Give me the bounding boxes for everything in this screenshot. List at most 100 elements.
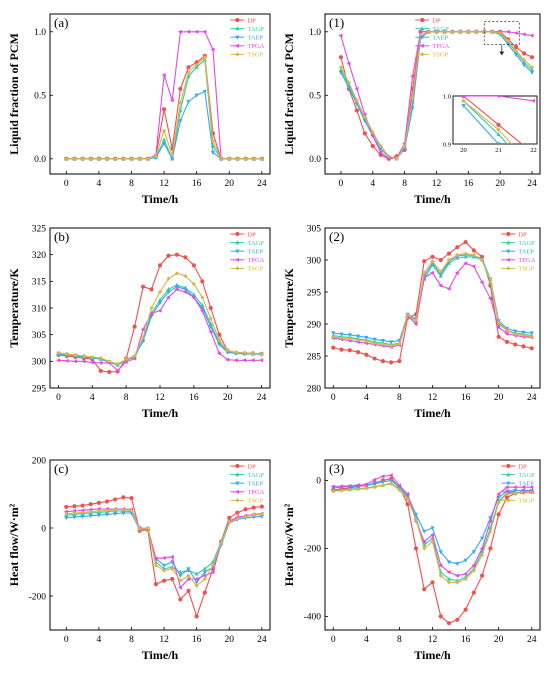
data-point-TPGA [140, 327, 145, 332]
y-tick-label: -200 [29, 592, 47, 602]
data-point-DP [217, 332, 222, 337]
legend-label: TAGP [247, 240, 264, 247]
data-point-DP [107, 369, 112, 375]
x-tick-label: 20 [494, 635, 504, 645]
data-point-DP [362, 131, 367, 136]
y-tick-label: 0.0 [309, 155, 321, 165]
legend-label: TAEP [247, 35, 263, 42]
legend-marker [235, 266, 240, 271]
x-axis-title: Time/h [142, 648, 179, 662]
data-point-DP [521, 51, 527, 56]
data-point-TPGA [421, 539, 426, 544]
data-point-DP [504, 339, 510, 345]
legend-label: DP [518, 231, 527, 238]
data-point-TAEP [463, 558, 468, 563]
panel-4: (c) 0 4 8 12 16 20 24 -200 0 200 Time/h Heat flow/W·… [7, 456, 271, 662]
data-point-TPGA [174, 287, 179, 292]
data-point-DP [243, 507, 248, 512]
data-point-TSGP [113, 507, 118, 512]
data-point-TAEP [521, 63, 527, 68]
data-point-TAEP [413, 512, 419, 517]
data-point-DP [355, 350, 361, 355]
data-point-DP [347, 348, 352, 353]
data-point-DP [235, 510, 240, 515]
data-point-TPGA [194, 576, 199, 582]
series-TPGA [63, 506, 264, 590]
data-point-TSGP [402, 143, 407, 149]
data-point-TPGA [81, 359, 86, 364]
data-point-TSGP [463, 251, 468, 256]
series-DP [331, 476, 534, 626]
data-point-TSGP [64, 156, 69, 161]
data-point-TSGP [362, 114, 367, 119]
panel-label: (c) [54, 461, 68, 476]
legend-label: TSGP [247, 52, 263, 59]
x-axis-title: Time/h [414, 648, 451, 662]
data-point-TAEP [339, 332, 344, 337]
data-point-DP [186, 588, 191, 594]
legend-label: DP [432, 17, 441, 24]
data-point-TPGA [210, 570, 215, 575]
data-point-TPGA [182, 289, 187, 295]
data-point-TAEP [217, 342, 222, 347]
legend-marker [235, 240, 240, 245]
series-line-TSGP [333, 253, 532, 347]
data-point-TSGP [235, 516, 240, 521]
x-tick-label: 0 [331, 393, 336, 403]
data-point-TSGP [64, 351, 70, 356]
inset-point-TSGP [496, 127, 501, 132]
legend-marker [420, 35, 425, 40]
data-point-TPGA [479, 280, 484, 285]
legend-marker [235, 463, 240, 469]
series-line-TPGA [333, 262, 532, 348]
x-tick-label: 8 [397, 393, 402, 403]
x-tick-label: 20 [494, 393, 504, 403]
data-point-TSGP [430, 539, 435, 544]
data-point-TAEP [88, 514, 93, 519]
y-axis-title: Temperature/K [7, 268, 21, 348]
legend-label: TSGP [432, 52, 448, 59]
panel-label: (b) [54, 229, 69, 244]
inset-x-tick-label: 22 [530, 147, 537, 154]
legend-marker [235, 489, 239, 494]
data-point-TPGA [496, 491, 501, 497]
y-tick-label: 0.0 [34, 155, 46, 165]
data-point-TAEP [251, 515, 256, 520]
data-point-TSGP [426, 29, 431, 34]
data-point-DP [455, 245, 460, 250]
y-tick-label: 280 [307, 384, 322, 394]
data-point-TPGA [430, 270, 435, 275]
data-point-TPGA [194, 29, 199, 34]
x-axis-title: Time/h [414, 192, 451, 206]
data-point-TSGP [504, 328, 510, 333]
data-point-TAEP [202, 89, 207, 94]
data-point-TSGP [234, 350, 239, 355]
legend-label: TPGA [247, 489, 264, 496]
series-TAEP [56, 285, 264, 367]
data-point-DP [161, 578, 167, 583]
y-tick-label: 290 [307, 320, 322, 330]
data-point-TAGP [194, 64, 199, 69]
data-point-DP [191, 263, 196, 268]
legend-label: TSGP [247, 498, 263, 505]
legend-label: TAGP [247, 26, 264, 33]
inset-series-line-TPGA [463, 96, 534, 102]
data-point-TSGP [121, 156, 126, 161]
data-point-TPGA [504, 485, 509, 490]
x-tick-label: 12 [155, 393, 165, 403]
data-point-TSGP [413, 318, 419, 323]
x-tick-label: 0 [64, 635, 69, 645]
inset-point-TPGA [461, 96, 466, 99]
data-point-DP [480, 573, 485, 578]
data-point-TSGP [397, 487, 402, 493]
data-point-DP [331, 345, 336, 350]
data-point-TPGA [521, 485, 526, 490]
data-point-TPGA [346, 61, 351, 66]
data-point-DP [174, 252, 180, 257]
data-point-TSGP [166, 276, 171, 281]
data-point-TPGA [513, 30, 518, 36]
legend-marker [506, 472, 511, 477]
data-point-TAEP [355, 334, 361, 339]
data-point-TSGP [178, 578, 183, 583]
